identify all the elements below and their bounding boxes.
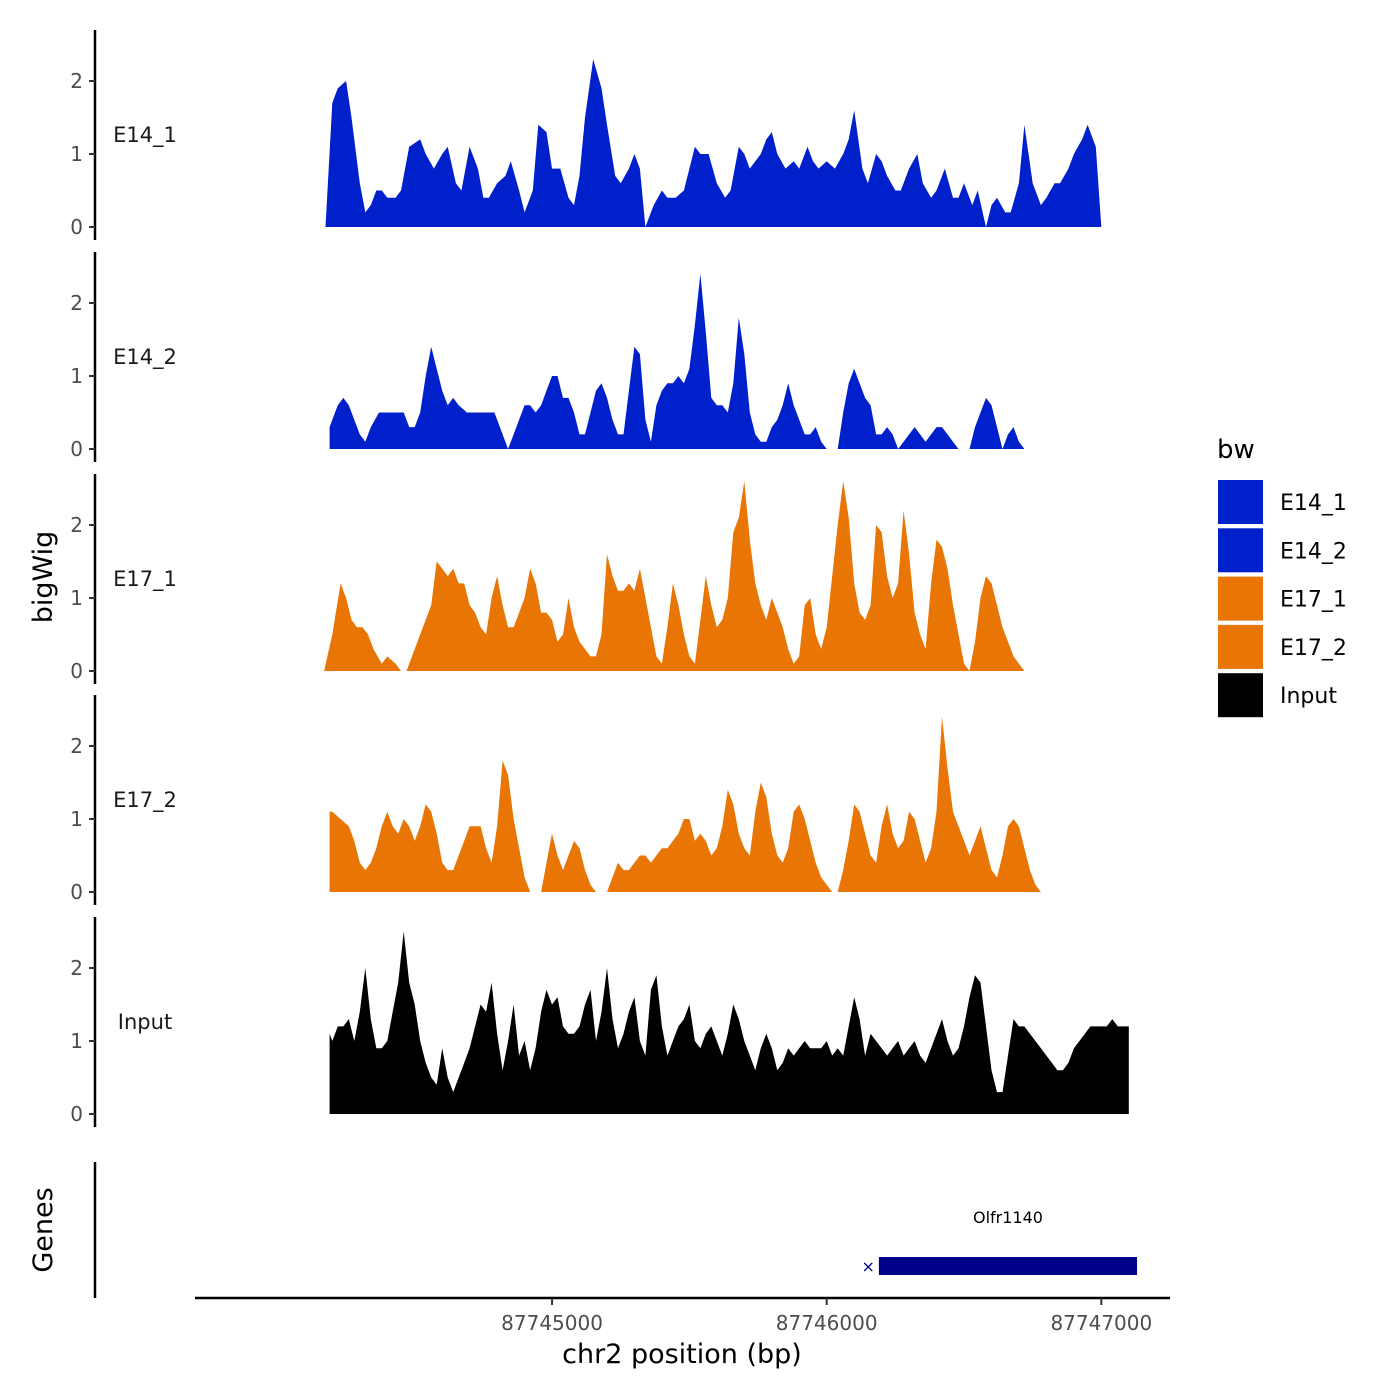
y-tick-label: 0 <box>70 880 83 904</box>
signal-area-input <box>329 931 1129 1114</box>
y-tick-label: 0 <box>70 215 83 239</box>
track-panel-input: 0 1 2 Input <box>70 917 1129 1127</box>
legend-title: bw <box>1217 435 1255 465</box>
legend-item-e17_1: E17_1 <box>1218 576 1347 621</box>
gene-items: × Olfr1140 <box>861 1208 1138 1276</box>
y-tick-label: 1 <box>70 807 83 831</box>
legend-label: E17_1 <box>1280 588 1347 613</box>
legend-item-e14_1: E14_1 <box>1218 480 1347 524</box>
y-tick-label: 1 <box>70 364 83 388</box>
legend-item-e17_2: E17_2 <box>1218 624 1347 669</box>
y-tick-label: 1 <box>70 142 83 166</box>
legend-swatch <box>1218 528 1263 573</box>
y-tick-label: 0 <box>70 659 83 683</box>
genes-panel: Genes × Olfr1140 <box>28 1162 1138 1298</box>
track-label-e14_1: E14_1 <box>113 123 177 148</box>
legend-swatch <box>1218 576 1263 621</box>
legend-item-e14_2: E14_2 <box>1218 528 1347 573</box>
legend-label: E14_2 <box>1280 539 1347 564</box>
track-panel-e14_1: 0 1 2 E14_1 <box>70 30 1102 240</box>
signal-area-e14_1 <box>325 59 1102 227</box>
gene-body <box>878 1257 1138 1275</box>
y-tick-label: 0 <box>70 1102 83 1126</box>
track-panel-e17_2: 0 1 2 E17_2 <box>70 695 1129 905</box>
y-tick-label: 1 <box>70 1029 83 1053</box>
y-tick-label: 1 <box>70 586 83 610</box>
track-label-input: Input <box>118 1010 172 1034</box>
track-panel-e17_1: 0 1 2 E17_1 <box>70 474 1135 684</box>
y-tick-label: 2 <box>70 291 83 315</box>
track-panel-e14_2: 0 1 2 E14_2 <box>70 252 1118 462</box>
signal-area-e17_1 <box>324 481 1135 671</box>
y-tick-label: 2 <box>70 734 83 758</box>
strand-arrow-icon: × <box>861 1257 874 1276</box>
legend-label: E14_1 <box>1280 491 1347 516</box>
genes-panel-label: Genes <box>28 1187 59 1272</box>
gene-label: Olfr1140 <box>973 1208 1043 1227</box>
track-label-e17_1: E17_1 <box>113 567 177 592</box>
legend-swatch <box>1218 673 1263 718</box>
signal-area-e17_2 <box>329 716 1129 892</box>
track-label-e17_2: E17_2 <box>113 788 177 813</box>
legend-label: Input <box>1280 684 1337 709</box>
legend-swatch <box>1218 480 1263 524</box>
y-tick-label: 2 <box>70 956 83 980</box>
legend-items: E14_1 E14_2 E17_1 E17_2 Input <box>1218 480 1347 718</box>
legend-label: E17_2 <box>1280 636 1347 661</box>
x-axis-ticks: 87745000 87746000 87747000 <box>501 1298 1152 1335</box>
signal-area-e14_2 <box>329 273 1118 449</box>
y-tick-label: 2 <box>70 69 83 93</box>
tracks-layer: 0 1 2 E14_1 0 1 2 E14_2 0 1 2 E17_1 0 1 2 E17_2 0 1 2 Input <box>70 30 1135 1127</box>
x-axis-title: chr2 position (bp) <box>562 1339 802 1370</box>
x-tick-label: 87747000 <box>1050 1311 1152 1335</box>
track-label-e14_2: E14_2 <box>113 345 177 370</box>
x-tick-label: 87746000 <box>776 1311 878 1335</box>
x-axis: 87745000 87746000 87747000 chr2 position (… <box>195 1296 1170 1370</box>
y-tick-label: 0 <box>70 437 83 461</box>
gene-olfr1140: × Olfr1140 <box>861 1208 1138 1276</box>
x-tick-label: 87745000 <box>501 1311 603 1335</box>
y-axis-title: bigWig <box>28 531 59 624</box>
legend: bw E14_1 E14_2 E17_1 E17_2 Input <box>1217 435 1347 718</box>
legend-swatch <box>1218 624 1263 669</box>
legend-item-input: Input <box>1218 673 1337 718</box>
y-tick-label: 2 <box>70 513 83 537</box>
